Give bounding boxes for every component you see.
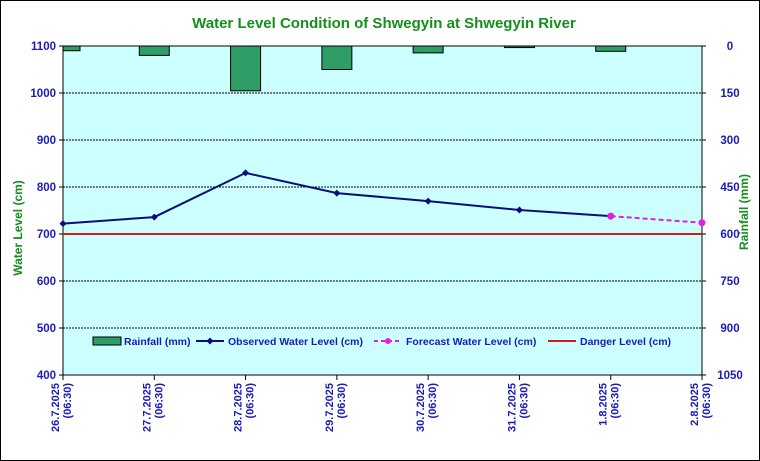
x-tick-date: 28.7.2025: [233, 383, 245, 432]
plot-area: [62, 45, 703, 376]
x-tick-time: (06:30): [701, 383, 713, 419]
rainfall-bar: [595, 45, 627, 52]
x-tick-label: 26.7.2025 (06:30): [50, 383, 74, 432]
y2-tick-label: 0: [727, 41, 733, 53]
legend-rainfall-swatch: [92, 336, 122, 346]
forecast-water-level-series: [607, 212, 706, 227]
y-tick-label: 500: [37, 323, 56, 335]
chart-title: Water Level Condition of Shwegyin at Shw…: [192, 15, 576, 32]
forecast-point: [607, 212, 615, 220]
y-tick-label: 900: [37, 135, 56, 147]
y-tick-label: 1000: [30, 88, 56, 100]
legend-danger-label: Danger Level (cm): [580, 336, 671, 348]
x-tick-date: 2.8.2025: [689, 383, 701, 426]
forecast-line: [610, 215, 703, 224]
left-axis-ticks: 1100 1000 900 800 700 600 500 400: [30, 41, 63, 382]
legend-rainfall-label: Rainfall (mm): [124, 336, 191, 348]
rainfall-bar: [503, 45, 535, 49]
rainfall-bar: [412, 45, 444, 54]
y-tick-label: 800: [37, 182, 56, 194]
observed-point: [59, 220, 67, 228]
x-tick-time: (06:30): [62, 383, 74, 419]
observed-point: [515, 206, 523, 214]
gridlines: [63, 92, 702, 329]
observed-point: [150, 213, 158, 221]
x-tick-date: 29.7.2025: [324, 383, 336, 432]
rainfall-bar: [230, 45, 262, 92]
x-tick-label: 1.8.2025 (06:30): [598, 383, 622, 426]
y2-tick-label: 150: [720, 88, 739, 100]
rainfall-bars: [62, 45, 627, 92]
x-tick-date: 1.8.2025: [598, 383, 610, 426]
y-axis-label: Water Level (cm): [11, 180, 25, 276]
rainfall-bar: [62, 45, 81, 52]
x-tick-date: 26.7.2025: [50, 383, 62, 432]
rainfall-bar: [138, 45, 170, 56]
x-tick-label: 28.7.2025 (06:30): [233, 383, 257, 432]
y2-axis-label: Rainfall (mm): [737, 174, 751, 250]
legend: Rainfall (mm) Observed Water Level (cm) Fo…: [92, 336, 671, 348]
legend-observed-label: Observed Water Level (cm): [228, 336, 363, 348]
y2-tick-label: 450: [720, 182, 739, 194]
x-tick-date: 31.7.2025: [506, 383, 518, 432]
observed-point: [333, 189, 341, 197]
x-tick-label: 27.7.2025 (06:30): [141, 383, 165, 432]
rainfall-bar: [321, 45, 353, 70]
x-tick-time: (06:30): [427, 383, 439, 419]
y-tick-label: 600: [37, 276, 56, 288]
x-tick-date: 27.7.2025: [141, 383, 153, 432]
x-axis-ticks: 26.7.2025 (06:30) 27.7.2025 (06:30) 28.7.202…: [50, 375, 713, 432]
forecast-point: [698, 219, 706, 227]
x-tick-time: (06:30): [245, 383, 257, 419]
x-tick-label: 31.7.2025 (06:30): [506, 383, 530, 432]
y2-tick-label: 300: [720, 135, 739, 147]
x-tick-time: (06:30): [153, 383, 165, 419]
legend-forecast-marker: [385, 338, 391, 344]
y-tick-label: 1100: [31, 41, 56, 53]
legend-observed-marker: [206, 337, 214, 345]
observed-point: [242, 169, 250, 177]
y2-tick-label: 600: [720, 229, 739, 241]
x-tick-label: 29.7.2025 (06:30): [324, 383, 348, 432]
right-axis-ticks: 0 150 300 450 600 750 900 1050: [702, 41, 743, 382]
y2-tick-label: 750: [720, 276, 739, 288]
x-tick-label: 30.7.2025 (06:30): [415, 383, 439, 432]
x-tick-label: 2.8.2025 (06:30): [689, 383, 713, 426]
observed-point: [424, 197, 432, 205]
x-tick-time: (06:30): [518, 383, 530, 419]
legend-forecast-label: Forecast Water Level (cm): [406, 336, 536, 348]
x-tick-time: (06:30): [610, 383, 622, 419]
y-tick-label: 400: [37, 370, 56, 382]
y2-tick-label: 900: [720, 323, 739, 335]
y-tick-label: 700: [37, 229, 56, 241]
x-tick-date: 30.7.2025: [415, 383, 427, 432]
y2-tick-label: 1050: [717, 370, 743, 382]
x-tick-time: (06:30): [336, 383, 348, 419]
